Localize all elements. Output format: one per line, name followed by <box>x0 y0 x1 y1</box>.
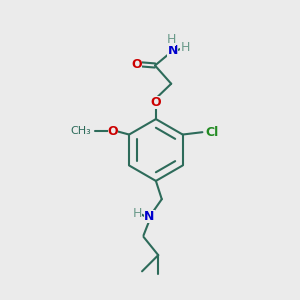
Text: H: H <box>167 33 176 46</box>
Text: H: H <box>132 207 142 220</box>
Text: N: N <box>167 44 178 57</box>
Text: Cl: Cl <box>205 126 219 139</box>
Text: H: H <box>180 41 190 54</box>
Text: O: O <box>108 124 118 137</box>
Text: CH₃: CH₃ <box>71 126 92 136</box>
Text: N: N <box>144 210 154 223</box>
Text: O: O <box>151 95 161 109</box>
Text: O: O <box>131 58 142 70</box>
